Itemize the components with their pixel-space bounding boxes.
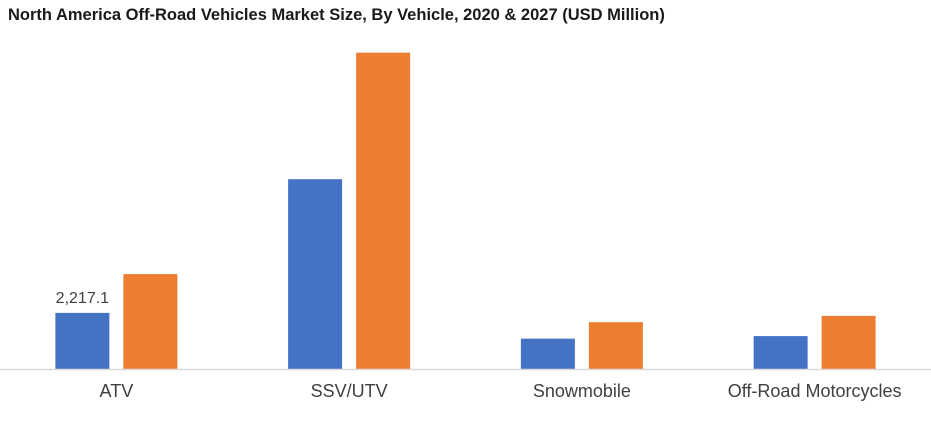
bar-atv-series-1 xyxy=(55,312,110,369)
bar-off-road-motorcycles-series-1 xyxy=(753,336,808,369)
data-labels: 2,217.1 xyxy=(56,290,109,307)
x-tick-label: Off-Road Motorcycles xyxy=(728,381,902,401)
bar-ssv-utv-series-1 xyxy=(288,179,343,369)
x-tick-labels: ATV SSV/UTV Snowmobile Off-Road Motorcycles xyxy=(100,381,902,401)
x-tick-label: Snowmobile xyxy=(533,381,631,401)
x-tick-label: SSV/UTV xyxy=(311,381,388,401)
data-label: 2,217.1 xyxy=(56,290,109,307)
bar-snowmobile-series-2 xyxy=(588,322,643,369)
x-tick-label: ATV xyxy=(100,381,134,401)
bar-ssv-utv-series-2 xyxy=(356,52,411,370)
chart-title: North America Off-Road Vehicles Market S… xyxy=(8,6,665,24)
bar-off-road-motorcycles-series-2 xyxy=(821,315,876,369)
bar-atv-series-2 xyxy=(123,274,178,369)
bars-group xyxy=(55,52,876,370)
bar-snowmobile-series-1 xyxy=(520,338,575,369)
